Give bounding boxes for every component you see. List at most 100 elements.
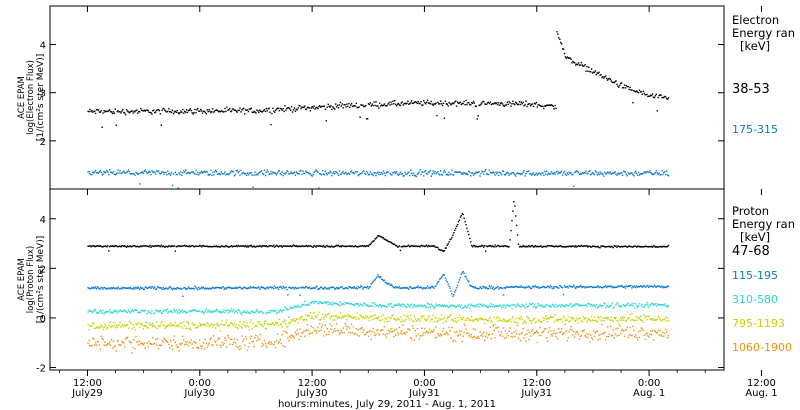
proton-series-0-point [539,245,541,247]
proton-series-0-point [564,246,567,248]
proton-series-2-point [317,302,319,305]
proton-series-4-point [552,333,554,335]
proton-series-4-point [642,329,644,331]
proton-series-4-point [364,334,366,336]
proton-series-2-point [219,310,221,313]
proton-series-2-point [352,304,355,306]
proton-series-0-point [186,245,189,248]
proton-series-1-point [362,288,364,290]
proton-series-0-point [222,245,224,248]
electron-series-1-point [605,173,607,175]
proton-series-3-point [90,324,92,327]
electron-series-0-point [330,105,332,107]
electron-series-1-point [421,171,423,173]
proton-series-1-point [588,286,590,288]
proton-series-0-point [560,246,563,248]
proton-series-4-point [197,346,199,349]
proton-series-2-point [503,304,506,306]
proton-series-4-point [553,330,555,332]
electron-series-0-point [389,104,391,106]
electron-series-1-point [140,172,142,174]
proton-series-3-point [518,318,521,320]
proton-series-0-point [112,245,115,247]
proton-series-0-point [211,245,213,248]
proton-series-3-point [651,318,653,320]
electron-series-1-point [627,172,629,174]
electron-series-1-point [174,171,176,173]
electron-series-0-point [454,101,456,103]
proton-series-3-point [501,320,504,322]
proton-series-2-point [275,312,278,314]
electron-series-0-point [648,95,650,97]
electron-series-0-point [556,31,558,33]
proton-series-0-point [627,245,629,248]
proton-series-2-point [248,312,251,315]
proton-series-3-point [224,324,226,326]
proton-series-4-point [125,337,128,339]
proton-series-2-point [171,311,174,314]
electron-series-1-point [90,173,92,176]
proton-series-0-point [349,245,351,247]
proton-series-3-point [509,319,511,321]
proton-series-2-point [383,305,386,308]
proton-series-2-point [593,304,596,306]
electron-series-1-point [458,171,461,173]
electron-series-1-point [636,174,639,176]
proton-series-4-point [316,332,318,334]
electron-series-1-point [575,170,578,172]
proton-series-4-point [505,337,507,339]
proton-series-1-point [260,287,262,289]
electron-series-0-point [437,101,439,104]
proton-series-3-point [650,318,652,321]
proton-series-0-point [119,245,121,248]
electron-series-0-point [431,103,433,105]
proton-series-4-point [102,338,104,341]
proton-series-4-point [627,336,629,339]
proton-series-2-point [441,304,444,306]
electron-series-0-point [549,104,552,107]
proton-series-0-point [596,246,598,248]
proton-series-3-point [586,321,588,323]
electron-series-0-point [510,105,512,107]
proton-series-1-point [346,287,348,289]
proton-series-0-point [468,233,470,236]
electron-series-1-point [524,175,526,177]
proton-series-1-point [264,288,267,290]
proton-series-0-point [459,216,462,218]
proton-series-1-point [158,287,161,289]
proton-series-3-point [652,318,655,320]
proton-series-4-point [226,346,228,348]
electron-series-1-point [191,171,193,173]
electron-series-0-point [245,109,248,111]
proton-series-0-point [387,240,389,242]
proton-series-4-point [321,324,324,326]
proton-series-3-point [384,317,387,319]
proton-series-1-point [277,288,280,290]
proton-series-4-point [255,334,257,337]
electron-series-1-point [419,169,421,171]
electron-series-1-point [194,173,196,175]
legend-entry: 795-1193 [732,317,785,330]
proton-series-1-point [512,286,514,288]
proton-series-2-point [222,311,224,313]
electron-series-0-point [283,110,285,113]
proton-series-1-point [434,285,436,287]
proton-series-1-point [419,286,421,289]
proton-series-4-point [348,331,350,333]
proton-series-4-point [418,338,420,340]
electron-series-1-point [625,173,627,175]
proton-series-4-point [519,340,522,342]
electron-series-0-point [589,70,591,73]
electron-series-1-point [94,171,96,173]
proton-series-4-point [651,330,654,332]
proton-series-4-point [335,323,338,325]
proton-series-0-point [135,246,137,248]
proton-series-0-point [410,244,413,247]
proton-series-4-point [515,330,517,332]
proton-series-1-point [414,287,417,289]
proton-series-1-point [421,287,423,289]
proton-series-3-point [387,316,389,318]
proton-series-3-point [395,319,398,321]
proton-series-4-point [545,337,548,339]
proton-series-0-point [114,244,116,247]
